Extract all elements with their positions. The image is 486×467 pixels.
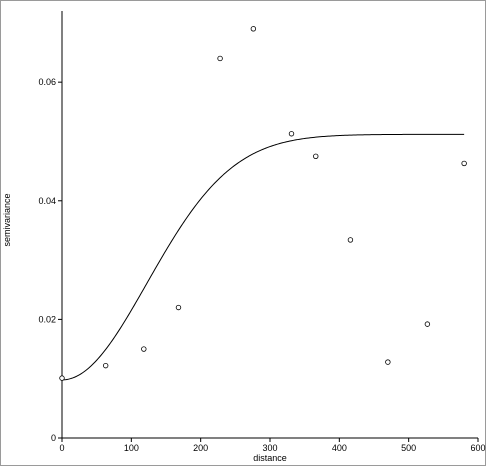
data-point xyxy=(250,26,257,32)
y-axis-label: semivariance xyxy=(2,193,12,246)
data-points-layer xyxy=(59,26,467,381)
x-tick-label: 200 xyxy=(193,443,208,453)
data-point xyxy=(347,237,354,243)
y-tick-label: 0.02 xyxy=(38,314,56,324)
x-tick-label: 400 xyxy=(332,443,347,453)
x-tick-label: 0 xyxy=(59,443,64,453)
data-point xyxy=(385,359,391,365)
fitted-curve xyxy=(61,133,465,381)
data-point xyxy=(313,153,319,159)
x-axis-label: distance xyxy=(253,453,287,463)
data-point xyxy=(59,375,65,381)
x-tick-label: 500 xyxy=(401,443,416,453)
data-point xyxy=(141,346,147,352)
x-tick-label: 300 xyxy=(262,443,277,453)
data-point xyxy=(217,55,223,62)
data-point xyxy=(461,160,467,167)
data-point xyxy=(102,362,109,369)
ticks: 0 100 200 300 400 500 600 0 0.02 0.04 0.06 xyxy=(38,77,485,453)
fitted-curve-layer xyxy=(61,133,465,381)
y-tick-label: 0 xyxy=(51,433,56,443)
data-point xyxy=(424,321,431,327)
y-tick-label: 0.04 xyxy=(38,196,56,206)
y-tick-label: 0.06 xyxy=(38,77,56,87)
data-point xyxy=(288,131,295,137)
x-tick-label: 600 xyxy=(470,443,485,453)
x-tick-label: 100 xyxy=(124,443,139,453)
data-point xyxy=(175,304,182,311)
axes xyxy=(61,11,478,439)
